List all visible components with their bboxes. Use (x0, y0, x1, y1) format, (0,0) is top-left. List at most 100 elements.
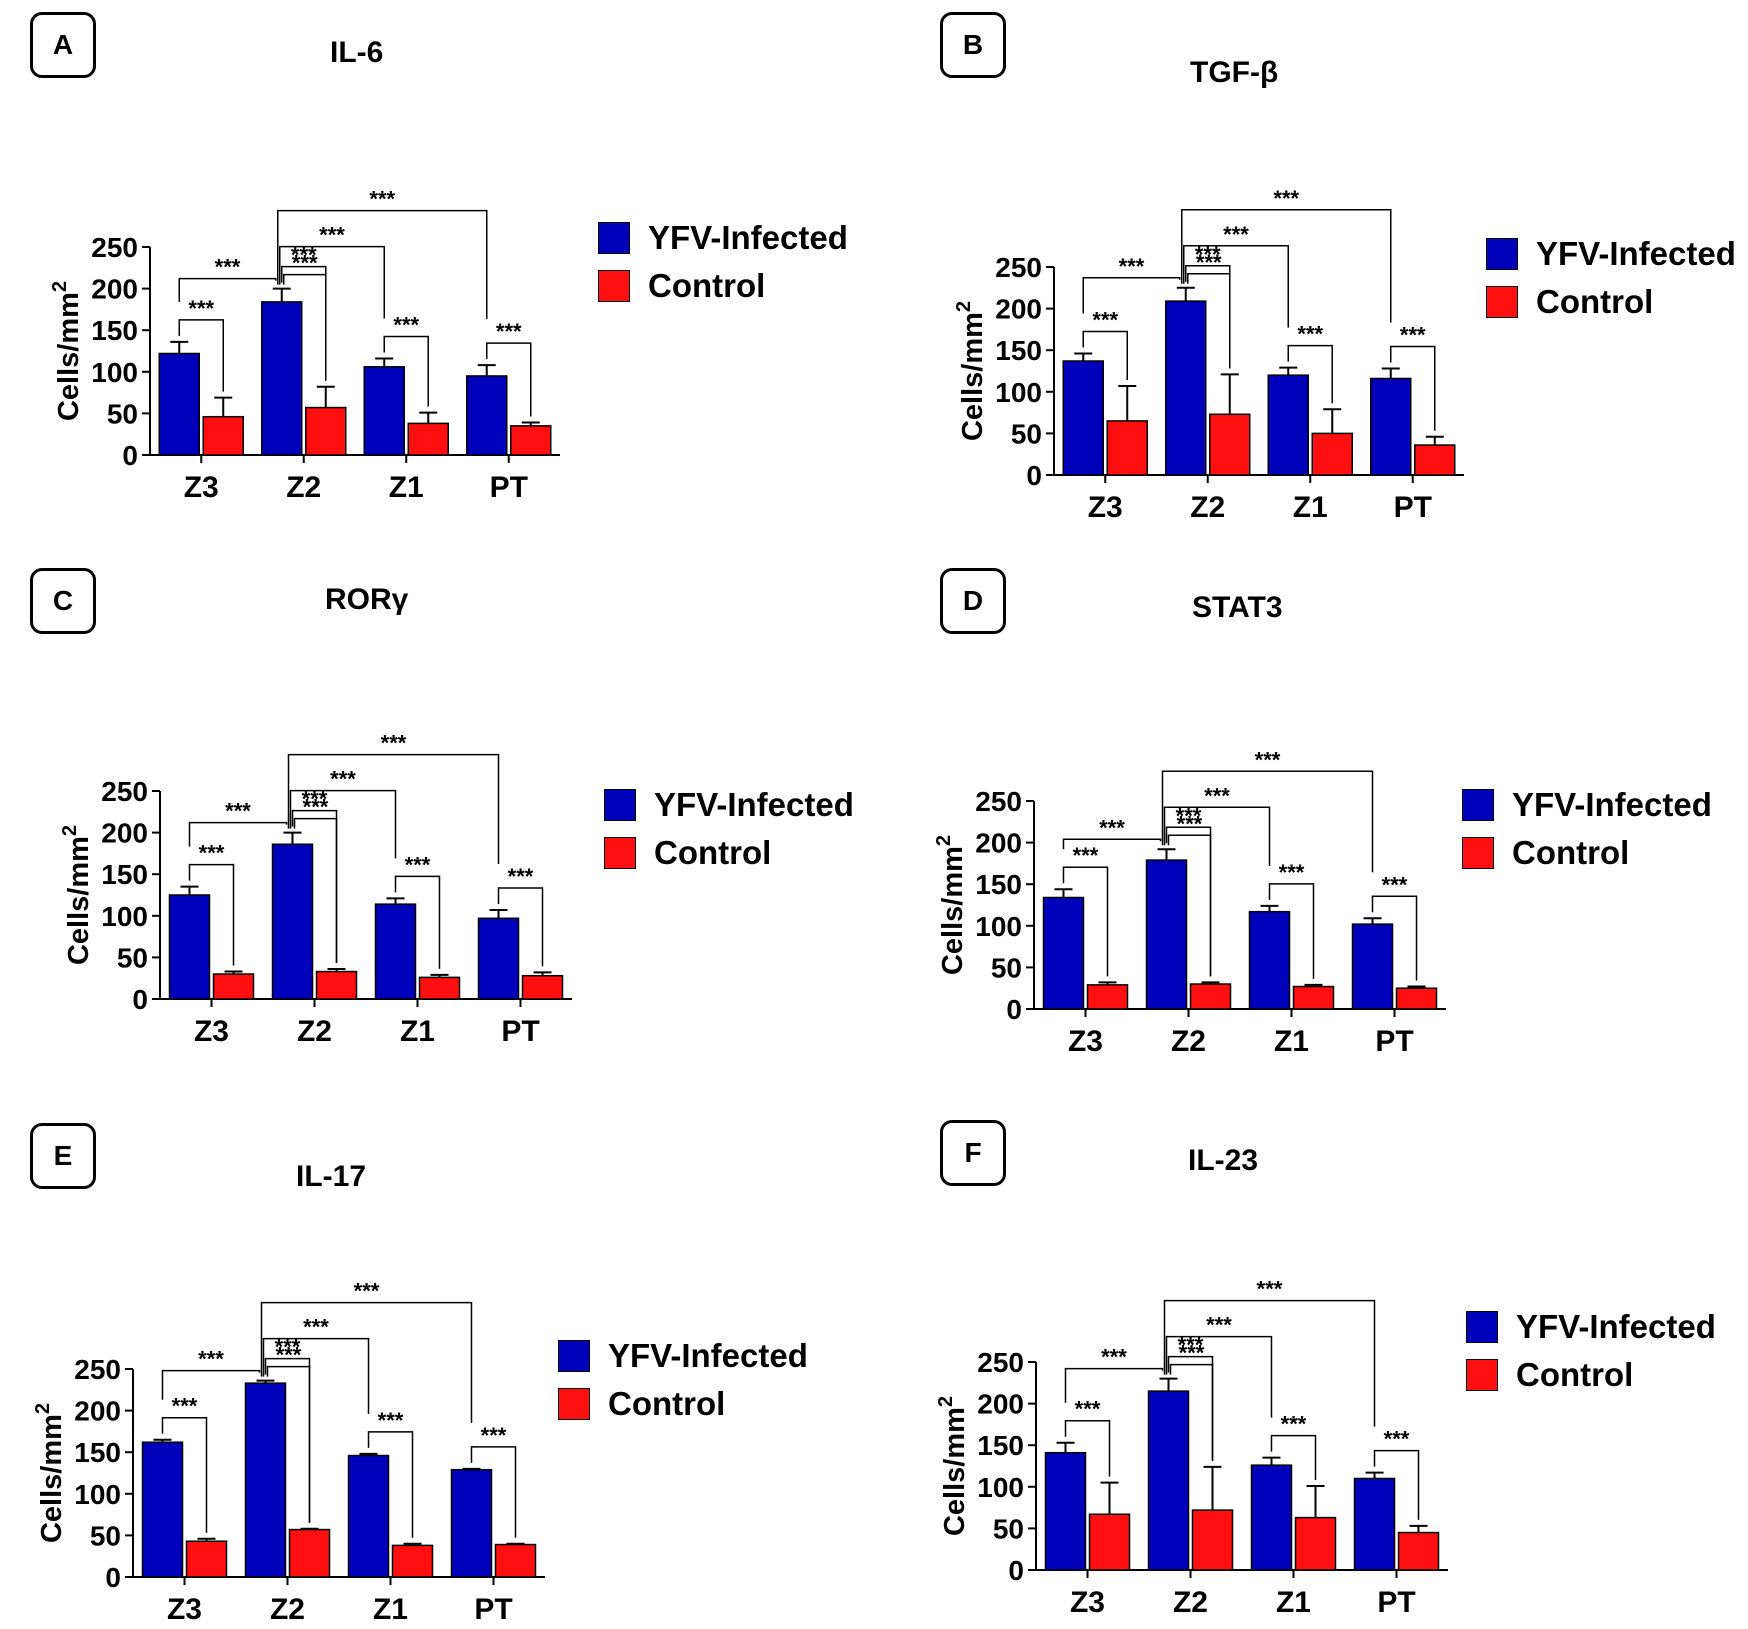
bar-infected-z1 (1248, 910, 1291, 1010)
sig-bracket-within-z1 (383, 335, 429, 407)
y-tick-label: 0 (1026, 460, 1042, 491)
sig-bracket-within-z3-stars: *** (172, 1394, 198, 1419)
y-axis-label: Cells/mm2 (933, 835, 969, 975)
bar-infected-z2 (244, 1382, 287, 1578)
sig-bracket-z2-z3-stars: *** (198, 1347, 224, 1372)
legend-item-infected: YFV-Infected (558, 1332, 808, 1380)
y-axis-label: Cells/mm2 (49, 281, 85, 421)
y-axis-label-text: Cells/mm (53, 292, 85, 421)
legend-label-infected: YFV-Infected (1516, 1308, 1716, 1345)
legend: YFV-Infected Control (1466, 1303, 1716, 1399)
sig-bracket-within-z1 (1287, 344, 1333, 404)
y-tick-label: 150 (101, 859, 148, 890)
sig-bracket-z2-z1-stars: *** (1206, 1313, 1232, 1338)
sig-bracket-within-z3 (1062, 866, 1109, 977)
legend-item-infected: YFV-Infected (604, 781, 854, 829)
bar-infected-z1 (363, 366, 405, 456)
sig-bracket-z2-pt-stars: *** (1273, 186, 1299, 211)
sig-bracket-within-z1-stars: *** (1281, 1412, 1307, 1437)
bar-control-pt (521, 974, 564, 1000)
sig-bracket-z2-z1 (262, 1337, 370, 1414)
y-axis-label-text: Cells/mm (36, 1414, 68, 1543)
y-tick-label: 100 (74, 1479, 121, 1510)
x-tick-label: PT (490, 471, 528, 504)
bar-infected-pt (477, 917, 520, 1000)
sig-bracket-z2-pt (1161, 770, 1374, 873)
bar-control-z3 (202, 415, 244, 456)
bar-infected-z2 (261, 301, 303, 456)
y-axis-label-text: Cells/mm (937, 846, 969, 975)
x-tick-label: Z3 (194, 1015, 229, 1048)
legend-label-infected: YFV-Infected (608, 1337, 808, 1374)
sig-bracket-within-pt (1373, 1449, 1420, 1520)
legend-label-infected: YFV-Infected (648, 219, 848, 256)
x-tick-label: Z2 (286, 471, 321, 504)
sig-bracket-z2-control-stars: *** (292, 251, 318, 276)
chart-panel-d: D STAT3 0 50 100 150 200 250 Cells/mm2 Z3 Z2 Z1 PT… (874, 543, 1748, 1086)
legend-swatch-infected (598, 222, 630, 254)
chart-title: RORγ (325, 583, 409, 616)
bar-infected-z1 (1267, 374, 1309, 476)
bar-infected-pt (1351, 923, 1394, 1010)
y-tick-label: 200 (74, 1396, 121, 1427)
sig-bracket-within-z3 (161, 1416, 208, 1533)
sig-bracket-z2-control-stars: *** (1196, 250, 1222, 275)
x-tick-label: Z2 (1190, 491, 1225, 524)
sig-bracket-within-z3 (1082, 330, 1128, 380)
y-axis-label-superscript: 2 (933, 835, 955, 846)
sig-bracket-within-z3-stars: *** (199, 841, 225, 866)
sig-bracket-within-pt (1390, 345, 1436, 431)
sig-bracket-z2-z1-stars: *** (303, 1315, 329, 1340)
x-tick-label: Z3 (167, 1593, 202, 1626)
x-tick-label: Z1 (389, 471, 424, 504)
y-tick-label: 250 (74, 1354, 121, 1385)
legend-item-infected: YFV-Infected (598, 214, 848, 262)
bar-control-z2 (1191, 1509, 1234, 1571)
sig-bracket-within-z3-stars: *** (188, 296, 214, 321)
sig-bracket-z2-pt (1181, 209, 1392, 323)
bar-control-z1 (391, 1544, 434, 1578)
x-tick-label: PT (474, 1593, 512, 1626)
sig-bracket-z2-pt-stars: *** (354, 1279, 380, 1304)
sig-bracket-within-z3 (188, 863, 235, 966)
x-tick-label: Z2 (297, 1015, 332, 1048)
x-tick-label: Z3 (1068, 1025, 1103, 1058)
sig-bracket-within-z3 (1064, 1419, 1111, 1477)
x-tick-label: PT (1375, 1025, 1413, 1058)
panel-label: D (940, 568, 1006, 634)
y-tick-label: 100 (975, 911, 1022, 942)
bar-infected-z2 (1145, 859, 1188, 1010)
sig-bracket-z2-z3 (161, 1369, 261, 1400)
sig-bracket-z2-control-stars: *** (1177, 811, 1203, 836)
bar-control-z2 (288, 1528, 331, 1578)
y-tick-label: 200 (995, 294, 1042, 325)
legend-swatch-control (1486, 286, 1518, 318)
legend-item-control: Control (598, 262, 848, 310)
chart-panel-c: C RORγ 0 50 100 150 200 250 Cells/mm2 Z3 Z2 Z1 PT *… (0, 543, 874, 1086)
y-tick-label: 50 (991, 952, 1022, 983)
legend: YFV-Infected Control (598, 214, 848, 310)
y-tick-label: 50 (117, 942, 148, 973)
sig-bracket-within-z1-stars: *** (1297, 322, 1323, 347)
x-tick-label: Z2 (270, 1593, 305, 1626)
x-tick-label: Z3 (1088, 491, 1123, 524)
bar-infected-z2 (271, 843, 314, 1000)
sig-bracket-z2-control (266, 1365, 311, 1523)
x-tick-label: Z2 (1171, 1025, 1206, 1058)
legend-swatch-control (1462, 837, 1494, 869)
y-tick-label: 100 (91, 357, 138, 388)
legend-label-infected: YFV-Infected (654, 786, 854, 823)
y-tick-label: 0 (105, 1562, 121, 1593)
panel-label: A (30, 12, 96, 78)
legend: YFV-Infected Control (1462, 781, 1712, 877)
sig-bracket-within-z3-stars: *** (1075, 1397, 1101, 1422)
bar-infected-pt (466, 375, 508, 456)
legend-swatch-infected (1466, 1311, 1498, 1343)
bar-control-pt (510, 425, 552, 456)
sig-bracket-within-z1-stars: *** (393, 312, 419, 337)
sig-bracket-z2-z3-stars: *** (1099, 815, 1125, 840)
